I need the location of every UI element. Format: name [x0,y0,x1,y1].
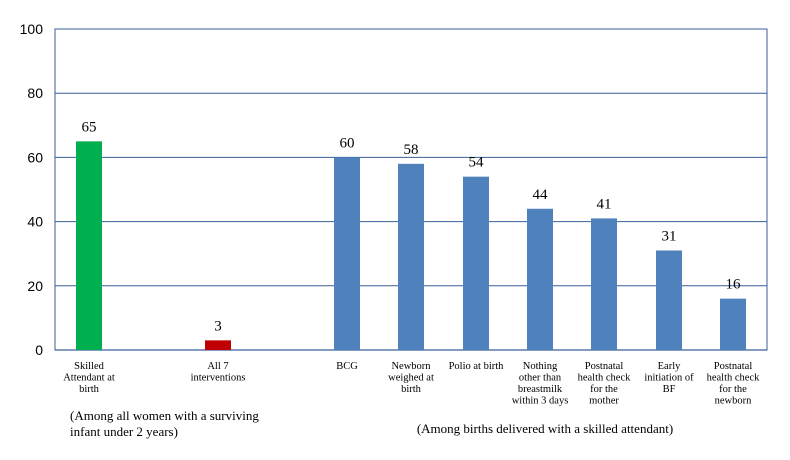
y-tick-label: 0 [35,342,43,358]
bar [720,298,746,350]
data-label: 58 [404,142,419,158]
y-tick-label: 60 [27,149,43,165]
x-tick-label: Skilled Attendant at birth [63,361,115,395]
data-label: 41 [597,196,612,212]
bar [656,250,682,350]
bar [591,218,617,350]
bar [76,141,102,350]
x-tick-label: BCG [336,361,358,372]
y-tick-label: 80 [27,85,43,101]
y-tick-label: 20 [27,278,43,294]
data-label: 3 [214,318,222,334]
group-note: (Among all women with a surviving infant … [70,408,259,439]
bar [463,176,489,350]
x-tick-label: All 7 interventions [191,361,246,384]
data-label: 60 [340,135,355,151]
x-tick-label: Postnatal health check for the mother [578,361,632,407]
data-label: 44 [533,187,549,203]
bar [334,157,360,350]
x-tick-label: Newborn weighed at birth [388,361,434,395]
y-tick-label: 100 [20,21,44,37]
bar [398,163,424,350]
bar [205,340,231,350]
x-tick-label: Nothing other than breastmilk within 3 days [512,361,569,407]
data-label: 54 [469,155,485,171]
x-tick-label: Early initiation of BF [644,361,694,395]
group-note: (Among births delivered with a skilled a… [417,421,673,436]
data-label: 31 [662,228,677,244]
data-label: 16 [726,277,742,293]
x-tick-label: Postnatal health check for the newborn [707,361,761,407]
data-label: 65 [82,119,97,135]
y-tick-label: 40 [27,214,43,230]
x-tick-label: Polio at birth [449,361,505,372]
bar [527,208,553,350]
